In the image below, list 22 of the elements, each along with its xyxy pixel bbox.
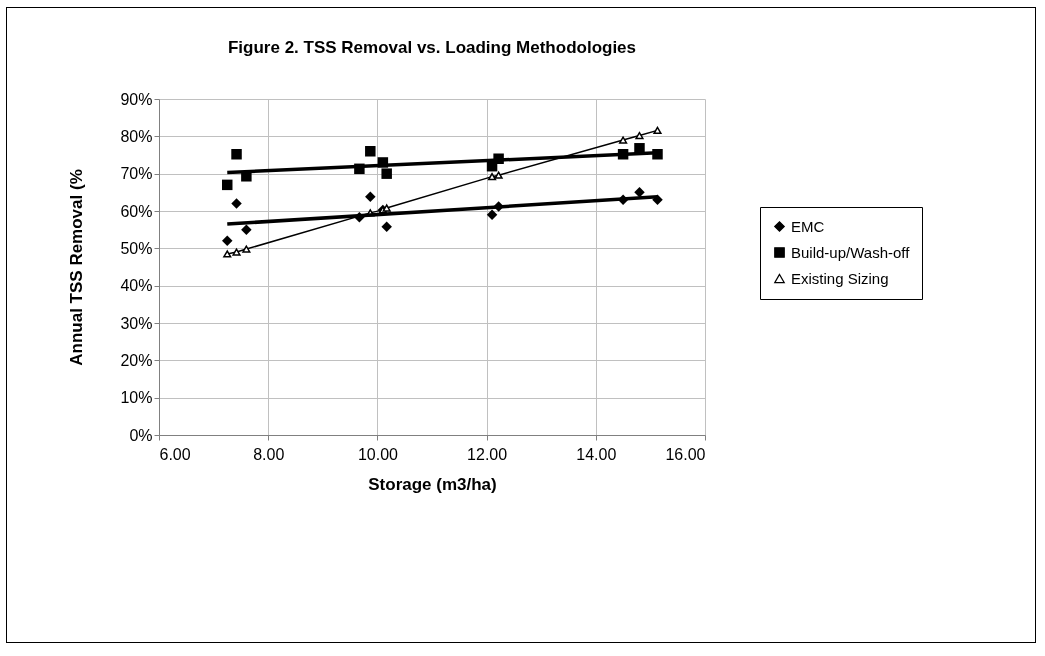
x-tick-label: 10.00 [357, 445, 399, 463]
y-tick-label: 60% [120, 202, 153, 220]
chart-title: Figure 2. TSS Removal vs. Loading Methodologies [227, 38, 637, 57]
x-tick-label: 8.00 [253, 445, 285, 463]
x-tick-label: 14.00 [576, 445, 617, 463]
x-axis-title: Storage (m3/ha) [368, 474, 497, 494]
y-tick-label: 30% [120, 314, 153, 332]
x-tick-label: 12.00 [467, 445, 508, 463]
y-tick-label: 70% [120, 165, 153, 183]
y-tick-label: 20% [120, 351, 153, 369]
legend-label: Existing Sizing [791, 269, 889, 287]
legend-label: Build-up/Wash-off [791, 243, 911, 261]
y-tick-label: 90% [120, 90, 153, 108]
y-axis-title: Annual TSS Removal (% [67, 169, 87, 366]
y-tick-label: 10% [120, 389, 153, 407]
x-tick-label: 6.00 [159, 445, 191, 463]
y-tick-label: 50% [120, 239, 153, 257]
y-tick-label: 40% [120, 277, 153, 295]
x-tick-label: 16.00 [665, 445, 706, 463]
y-tick-label: 0% [129, 426, 153, 444]
y-tick-label: 80% [120, 127, 153, 145]
legend-label: EMC [791, 217, 825, 235]
